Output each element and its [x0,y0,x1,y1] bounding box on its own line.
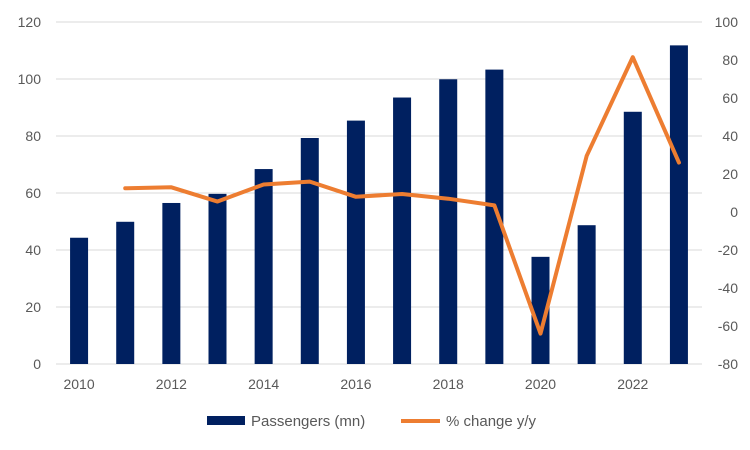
x-tick-label: 2012 [156,376,187,392]
line-point-2023 [677,161,681,165]
right-tick-label: -80 [718,356,738,372]
legend-percent-change-label: % change y/y [446,413,537,430]
right-tick-label: -60 [718,318,738,334]
passenger-bars [70,45,688,365]
bar-2019 [485,69,504,364]
x-tick-label: 2020 [525,376,556,392]
left-tick-label: 40 [25,242,41,258]
right-tick-label: 60 [722,90,738,106]
line-point-2020 [539,332,542,336]
left-tick-label: 0 [33,356,41,372]
bar-2013 [208,193,227,364]
bar-2020 [531,256,550,364]
bar-2023 [669,45,688,365]
bar-2022 [623,111,642,365]
line-point-2016 [354,195,358,199]
bar-2021 [577,225,596,364]
x-tick-label: 2022 [617,376,648,392]
left-tick-label: 20 [25,299,41,315]
right-tick-label: -40 [718,280,738,296]
gridlines [56,21,702,365]
left-tick-label: 120 [18,14,42,30]
line-point-2018 [446,197,450,201]
right-tick-label: 0 [730,204,738,220]
line-point-2015 [308,180,312,184]
right-tick-label: 40 [722,128,738,144]
x-axis-ticks: 2010 2012 2014 2016 2018 2020 2022 [63,376,648,392]
bar-2012 [162,202,181,364]
left-tick-label: 60 [25,185,41,201]
left-axis-ticks: 0 20 40 60 80 100 120 [18,14,42,372]
x-tick-label: 2010 [63,376,94,392]
line-point-2019 [492,203,496,207]
x-tick-label: 2014 [248,376,279,392]
left-tick-label: 80 [25,128,41,144]
left-tick-label: 100 [18,71,42,87]
bar-2018 [439,79,458,364]
line-point-2012 [169,185,173,189]
bar-2015 [300,137,319,364]
right-tick-label: -20 [718,242,738,258]
legend: Passengers (mn) % change y/y [207,413,537,430]
line-point-2021 [585,154,589,158]
bar-2010 [70,237,89,364]
line-point-2011 [123,186,127,190]
bar-2017 [393,97,412,365]
x-tick-label: 2016 [340,376,371,392]
right-tick-label: 100 [715,14,739,30]
line-point-2017 [400,192,404,196]
bar-2016 [346,120,365,364]
bar-2014 [254,169,273,364]
line-point-2022 [631,55,635,59]
right-tick-label: 20 [722,166,738,182]
bar-2011 [116,221,135,364]
line-point-2013 [216,200,219,204]
percent-change-line-layer [123,55,681,336]
legend-passengers-label: Passengers (mn) [251,413,365,430]
line-point-2014 [262,182,266,186]
x-tick-label: 2018 [433,376,464,392]
right-tick-label: 80 [722,52,738,68]
legend-passengers-swatch [207,416,245,425]
right-axis-ticks: -80 -60 -40 -20 0 20 40 60 80 100 [715,14,739,372]
